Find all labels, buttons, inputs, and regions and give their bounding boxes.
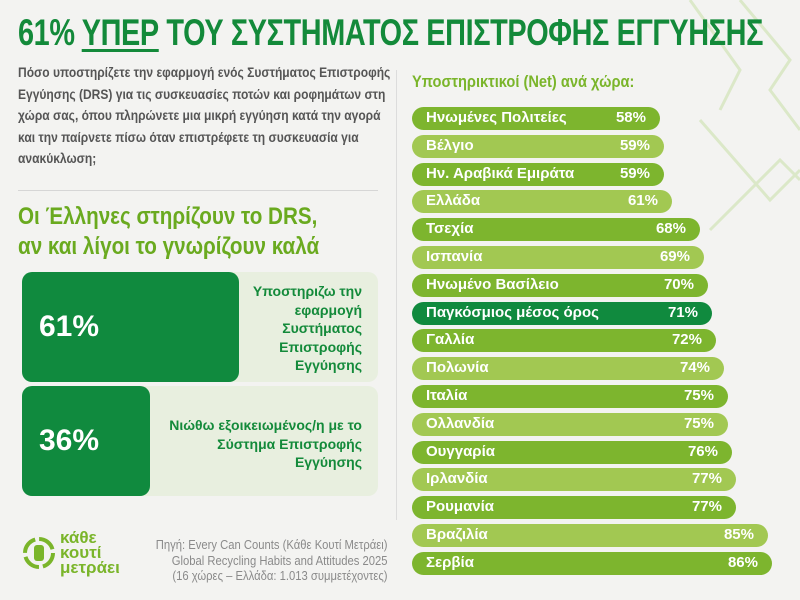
bar-value: 77%	[691, 498, 722, 516]
background-can-outlines	[688, 0, 800, 232]
bar-3: Ελλάδα 61%	[412, 190, 672, 214]
bar-11: Ολλανδία 75%	[412, 412, 728, 436]
bar-value: 77%	[691, 470, 722, 488]
subheading: Οι Έλληνες στηρίζουν το DRS, αν και λίγοι…	[18, 203, 320, 260]
logo: κάθε κουτί μετράει	[22, 528, 120, 577]
bar-14: Ρουμανία 77%	[412, 496, 736, 520]
bar-value: 74%	[679, 359, 710, 377]
stat-support-label: Υποστηριζω την εφαρμογή Συστήματος Επιστ…	[252, 283, 362, 373]
vertical-divider	[396, 70, 397, 520]
bar-value: 59%	[619, 136, 650, 154]
bar-value: 75%	[683, 414, 714, 432]
chart-title: Υποστηρικτικοί (Net) ανά χώρα:	[412, 72, 635, 91]
bar-label: Βραζιλία	[426, 526, 488, 543]
bar-label: Ρουμανία	[426, 498, 495, 516]
bar-label: Τσεχία	[426, 220, 474, 238]
bar-9: Πολωνία 74%	[412, 357, 724, 381]
bar-4: Τσεχία 68%	[412, 218, 700, 242]
bar-1: Βέλγιο 59%	[412, 134, 664, 158]
bar-7: Παγκόσμιος μέσος όρος 71%	[412, 301, 712, 325]
bar-label: Γαλλία	[426, 331, 475, 349]
bar-8: Γαλλία 72%	[412, 329, 716, 353]
bar-value: 61%	[627, 192, 658, 210]
bar-10: Ιταλία 75%	[412, 385, 728, 408]
bar-label: Ην. Αραβικά Εμιράτα	[426, 164, 575, 182]
bar-label: Ελλάδα	[426, 192, 481, 210]
bar-value: 58%	[615, 109, 646, 126]
bar-label: Ηνωμένες Πολιτείες	[426, 109, 567, 126]
bar-value: 75%	[683, 387, 714, 404]
bar-label: Ουγγαρία	[426, 442, 495, 460]
bar-value: 76%	[687, 442, 718, 460]
bar-value: 70%	[663, 275, 694, 293]
bar-label: Πολωνία	[426, 359, 489, 377]
bar-5: Ισπανία 69%	[412, 246, 704, 269]
recycle-can-icon	[23, 536, 55, 569]
bar-value: 59%	[619, 164, 650, 182]
bar-label: Σερβία	[426, 553, 474, 571]
stat-familiar-value: 36%	[39, 424, 100, 457]
bar-13: Ιρλανδία 77%	[412, 468, 736, 492]
stat-familiar: 36% Νιώθω εξοικειωμένος/η με το Σύστημα …	[22, 386, 378, 496]
source-note: Πηγή: Every Can Counts (Κάθε Κουτί Μετρά…	[156, 538, 388, 583]
page-title: 61% ΥΠΕΡ ΤΟΥ ΣΥΣΤΗΜΑΤΟΣ ΕΠΙΣΤΡΟΦΗΣ ΕΓΓΥΗ…	[18, 12, 764, 53]
stat-support-value: 61%	[39, 310, 100, 343]
bar-0: Ηνωμένες Πολιτείες 58%	[412, 107, 660, 130]
bar-value: 86%	[727, 553, 758, 571]
stat-support-fill	[22, 272, 239, 382]
bar-label: Ολλανδία	[426, 414, 495, 432]
bar-value: 68%	[655, 220, 686, 238]
bar-15: Βραζιλία 85%	[412, 524, 768, 547]
stat-familiar-fill	[22, 386, 150, 496]
bar-16: Σερβία 86%	[412, 551, 772, 575]
bar-label: Ιταλία	[426, 387, 468, 404]
bar-12: Ουγγαρία 76%	[412, 440, 732, 464]
bar-label: Παγκόσμιος μέσος όρος	[426, 303, 599, 321]
bar-value: 71%	[667, 303, 698, 321]
divider	[18, 190, 378, 191]
stat-familiar-label: Νιώθω εξοικειωμένος/η με το Σύστημα Επισ…	[169, 417, 362, 470]
bar-value: 72%	[671, 331, 702, 349]
survey-question: Πόσο υποστηρίζετε την εφαρμογή ενός Συστ…	[18, 64, 391, 166]
bar-6: Ηνωμένο Βασίλειο 70%	[412, 273, 708, 297]
bar-label: Ισπανία	[426, 248, 483, 265]
bar-value: 85%	[723, 526, 754, 543]
bar-value: 69%	[659, 248, 690, 265]
bar-label: Ηνωμένο Βασίλειο	[426, 275, 559, 293]
bar-2: Ην. Αραβικά Εμιράτα 59%	[412, 162, 664, 186]
logo-text: κάθε κουτί μετράει	[60, 528, 120, 577]
bar-label: Ιρλανδία	[426, 470, 488, 488]
bar-label: Βέλγιο	[426, 136, 474, 154]
stat-support: 61% Υποστηριζω την εφαρμογή Συστήματος Ε…	[22, 272, 378, 382]
